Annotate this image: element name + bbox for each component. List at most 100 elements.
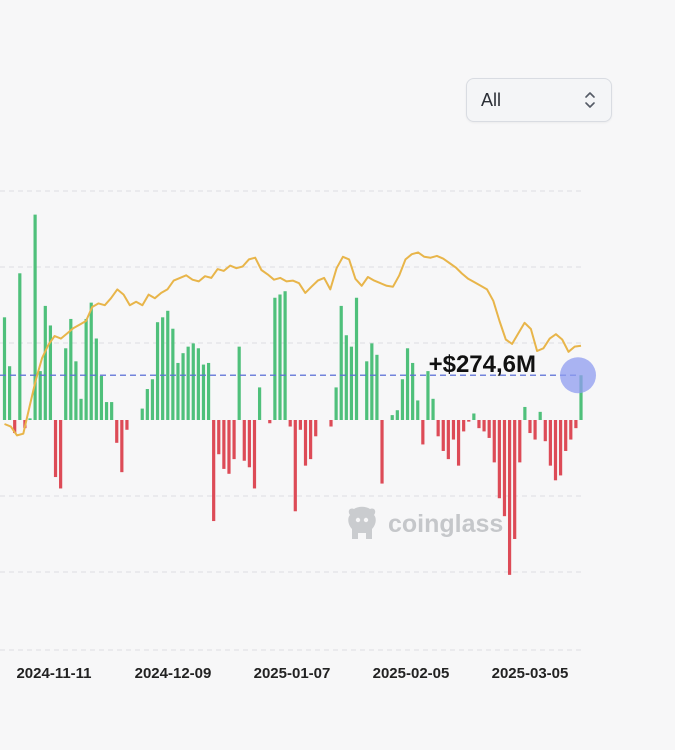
outflow-bar <box>564 420 568 451</box>
inflow-bar <box>48 325 53 420</box>
inflow-bar <box>431 398 435 420</box>
inflow-bar <box>64 348 68 420</box>
outflow-bar <box>314 420 318 437</box>
outflow-bar <box>242 420 246 461</box>
x-axis-ticks: 2024-11-11 2024-12-09 2025-01-07 2025-02-05… <box>16 665 568 682</box>
outflow-bar <box>309 420 313 460</box>
inflow-bar <box>370 343 374 420</box>
x-tick-label: 2024-11-11 <box>16 665 91 682</box>
inflow-bar <box>283 291 287 420</box>
inflow-bar <box>579 375 583 420</box>
outflow-bar <box>462 420 466 432</box>
outflow-bar <box>528 420 532 434</box>
inflow-bar <box>523 406 527 420</box>
current-value-marker[interactable] <box>560 357 596 394</box>
outflow-bar <box>533 420 537 440</box>
inflow-bar <box>140 408 144 420</box>
inflow-bar <box>79 398 83 420</box>
inflow-bar <box>191 343 195 420</box>
range-select-value: All <box>481 89 502 110</box>
inflow-bar <box>400 379 405 420</box>
inflow-bar <box>38 371 42 420</box>
inflow-bar <box>186 346 190 420</box>
chart-grid <box>0 190 582 651</box>
inflow-bar <box>99 375 104 420</box>
outflow-bar <box>303 420 308 466</box>
outflow-bar <box>492 420 496 463</box>
outflow-bar <box>446 420 450 460</box>
x-tick-label: 2025-03-05 <box>492 665 569 682</box>
inflow-bar <box>538 411 542 420</box>
outflow-bar <box>53 420 58 478</box>
outflow-bar <box>574 420 578 429</box>
outflow-bar <box>467 420 471 422</box>
inflow-bar <box>395 410 399 420</box>
inflow-bar <box>354 297 359 420</box>
outflow-bar <box>518 420 522 463</box>
inflow-bar <box>196 348 200 420</box>
inflow-bar <box>405 348 410 420</box>
inflow-bar <box>416 400 420 420</box>
outflow-bar <box>232 420 236 460</box>
inflow-bar <box>110 402 114 420</box>
outflow-bar <box>59 420 63 489</box>
inflow-bar <box>18 273 22 420</box>
outflow-bar <box>477 420 481 429</box>
inflow-bar <box>339 305 343 420</box>
inflow-bar <box>334 387 338 420</box>
outflow-bar <box>482 420 486 432</box>
outflow-bar <box>115 420 119 443</box>
inflow-bar <box>181 353 185 420</box>
chevron-up-down-icon <box>585 92 595 108</box>
inflow-bar <box>84 318 88 420</box>
outflow-bar <box>252 420 257 489</box>
outflow-bar <box>513 420 517 539</box>
outflow-bar <box>13 420 17 434</box>
outflow-bar <box>569 420 573 440</box>
inflow-bar <box>166 310 170 420</box>
outflow-bar <box>227 420 231 474</box>
inflow-bar <box>365 361 369 420</box>
outflow-bar <box>298 420 302 430</box>
range-select[interactable]: All <box>466 78 612 122</box>
inflow-bar <box>411 362 415 420</box>
outflow-bar <box>288 420 292 427</box>
inflow-bar <box>472 413 476 420</box>
watermark: coinglass <box>348 506 503 539</box>
inflow-bar <box>426 371 430 420</box>
outflow-bar <box>212 420 216 522</box>
inflow-bar <box>201 364 206 420</box>
price-line <box>4 251 582 437</box>
outflow-bar <box>553 420 558 481</box>
inflow-bar <box>237 346 241 420</box>
inflow-bar <box>273 297 277 420</box>
inflow-bar <box>375 354 379 420</box>
inflow-bar <box>145 389 149 420</box>
inflow-bar <box>161 317 165 420</box>
inflow-bar <box>28 418 32 420</box>
outflow-bar <box>543 420 547 442</box>
outflow-bar <box>421 420 425 445</box>
outflow-bar <box>120 420 124 473</box>
outflow-bar <box>125 420 129 430</box>
inflow-bar <box>74 361 78 420</box>
coinglass-logo-icon <box>348 506 376 539</box>
outflow-bar <box>247 420 251 468</box>
inflow-bar <box>2 317 7 420</box>
outflow-bar <box>548 420 552 466</box>
outflow-bar <box>558 420 563 476</box>
outflow-bar <box>329 420 333 427</box>
outflow-bar <box>222 420 226 469</box>
inflow-bar <box>150 379 155 420</box>
outflow-bar <box>441 420 445 451</box>
outflow-bar <box>451 420 456 440</box>
watermark-text: coinglass <box>388 510 503 538</box>
inflow-bar <box>69 318 73 420</box>
outflow-bar <box>380 420 384 484</box>
outflow-bar <box>502 420 507 517</box>
outflow-bar <box>497 420 501 499</box>
inflow-bar <box>349 346 354 420</box>
value-annotation: +$274,6M <box>429 351 536 378</box>
flow-bars <box>2 214 583 575</box>
